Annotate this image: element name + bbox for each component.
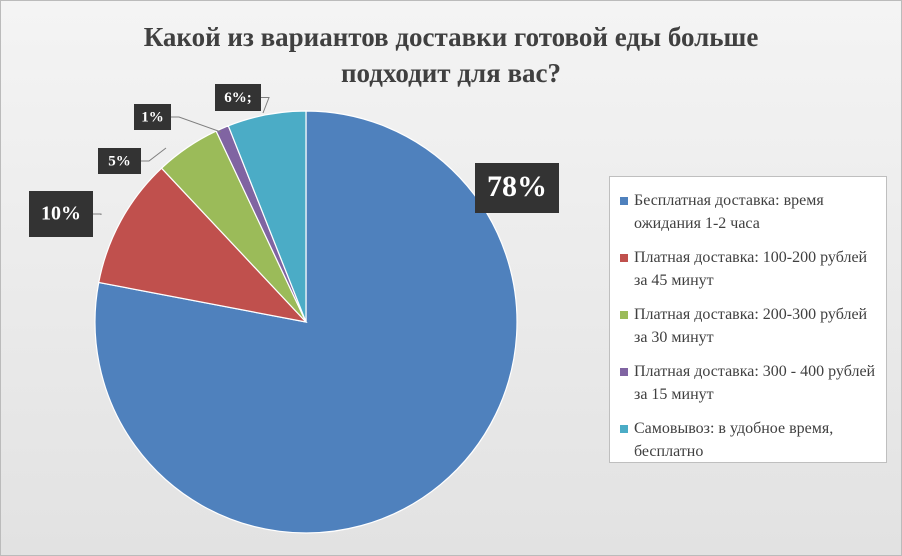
label-box: [98, 148, 141, 174]
data-label: 1%: [141, 109, 164, 125]
label-box: [134, 104, 171, 130]
legend: Бесплатная доставка: время ожидания 1-2 …: [609, 176, 887, 463]
leader-line: [141, 147, 167, 162]
data-label: 78%: [487, 170, 547, 203]
legend-label: Самовывоз: в удобное время, бесплатно: [634, 420, 834, 460]
leader-line: [93, 213, 102, 215]
data-label: 6%;: [224, 90, 252, 106]
pie-slice: [227, 110, 307, 323]
legend-label: Платная доставка: 300 - 400 рублей за 15…: [634, 363, 876, 403]
label-box: [475, 163, 559, 213]
data-label: 10%: [41, 203, 81, 225]
legend-item: Самовывоз: в удобное время, бесплатно: [620, 417, 878, 463]
chart-title: Какой из вариантов доставки готовой еды …: [143, 22, 759, 88]
legend-label: Бесплатная доставка: время ожидания 1-2 …: [634, 192, 824, 232]
legend-swatch: [620, 197, 628, 205]
legend-item: Платная доставка: 100-200 рублей за 45 м…: [620, 246, 878, 292]
label-box: [29, 191, 93, 237]
data-label: 5%: [108, 153, 131, 169]
label-box: [215, 84, 261, 111]
legend-swatch: [620, 311, 628, 319]
legend-label: Платная доставка: 100-200 рублей за 45 м…: [634, 249, 868, 289]
leader-line: [261, 97, 270, 114]
legend-swatch: [620, 254, 628, 262]
legend-swatch: [620, 368, 628, 376]
legend-item: Бесплатная доставка: время ожидания 1-2 …: [620, 189, 878, 235]
legend-swatch: [620, 425, 628, 433]
legend-label: Платная доставка: 200-300 рублей за 30 м…: [634, 306, 868, 346]
legend-item: Платная доставка: 300 - 400 рублей за 15…: [620, 360, 878, 406]
leader-line: [171, 116, 222, 133]
legend-item: Платная доставка: 200-300 рублей за 30 м…: [620, 303, 878, 349]
pie-slice: [98, 167, 308, 323]
